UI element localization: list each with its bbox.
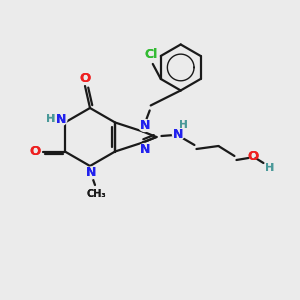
Text: H: H bbox=[265, 163, 274, 173]
Text: O: O bbox=[248, 149, 259, 163]
Text: H: H bbox=[46, 115, 56, 124]
Circle shape bbox=[55, 113, 67, 125]
Text: N: N bbox=[86, 167, 96, 179]
Text: N: N bbox=[173, 128, 184, 140]
Text: N: N bbox=[140, 119, 150, 132]
Text: Cl: Cl bbox=[144, 49, 158, 62]
Text: N: N bbox=[140, 119, 150, 132]
Text: N: N bbox=[140, 143, 150, 156]
Circle shape bbox=[79, 72, 91, 84]
Text: CH₃: CH₃ bbox=[86, 189, 106, 199]
Text: N: N bbox=[56, 113, 66, 126]
Text: O: O bbox=[80, 71, 91, 85]
Text: N: N bbox=[173, 128, 184, 140]
Text: H: H bbox=[46, 115, 56, 124]
Text: N: N bbox=[140, 143, 150, 156]
Circle shape bbox=[139, 119, 151, 131]
Circle shape bbox=[85, 167, 97, 179]
Text: O: O bbox=[29, 145, 40, 158]
Circle shape bbox=[29, 146, 41, 158]
Circle shape bbox=[139, 143, 151, 155]
Text: Cl: Cl bbox=[144, 49, 158, 62]
Text: CH₃: CH₃ bbox=[86, 189, 106, 199]
Text: H: H bbox=[179, 120, 188, 130]
Text: H: H bbox=[179, 120, 188, 130]
Text: H: H bbox=[46, 115, 56, 124]
Text: H: H bbox=[265, 163, 274, 173]
Circle shape bbox=[172, 128, 184, 140]
Text: N: N bbox=[86, 167, 96, 179]
Text: N: N bbox=[56, 113, 66, 126]
Text: O: O bbox=[248, 149, 259, 163]
Text: O: O bbox=[29, 145, 40, 158]
Text: O: O bbox=[80, 71, 91, 85]
